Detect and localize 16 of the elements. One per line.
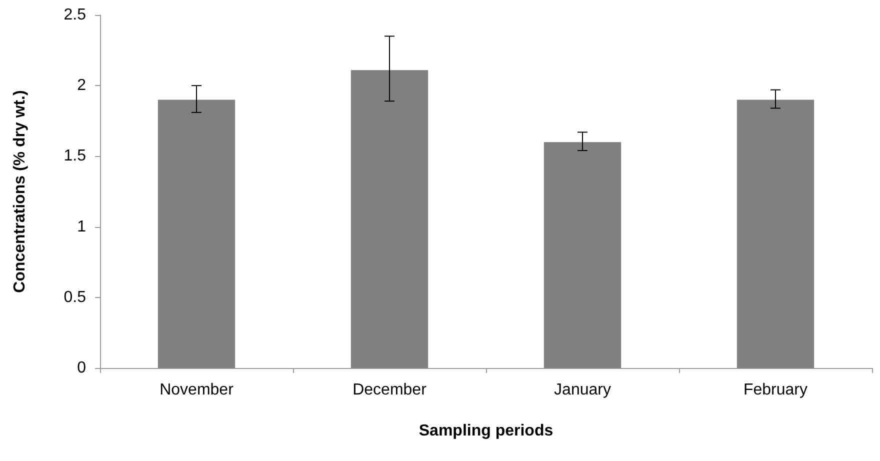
bar	[736, 100, 814, 368]
y-tick-label: 2	[77, 77, 86, 94]
x-tick-label: November	[160, 382, 234, 398]
bar	[158, 100, 236, 368]
y-tick-label: 0.5	[64, 288, 86, 306]
bar	[350, 70, 428, 368]
x-tick-label: December	[352, 382, 428, 398]
bar	[544, 142, 622, 368]
x-tick-label: February	[743, 382, 808, 398]
y-tick-label: 1.5	[64, 148, 86, 165]
y-tick-label: 1	[77, 218, 86, 236]
x-tick-label: January	[554, 382, 611, 398]
y-axis-title: Concentrations (% dry wt.)	[12, 90, 28, 293]
y-tick-label: 2.5	[64, 6, 86, 24]
y-tick-label: 0	[77, 360, 86, 376]
x-axis-title: Sampling periods	[418, 422, 554, 440]
